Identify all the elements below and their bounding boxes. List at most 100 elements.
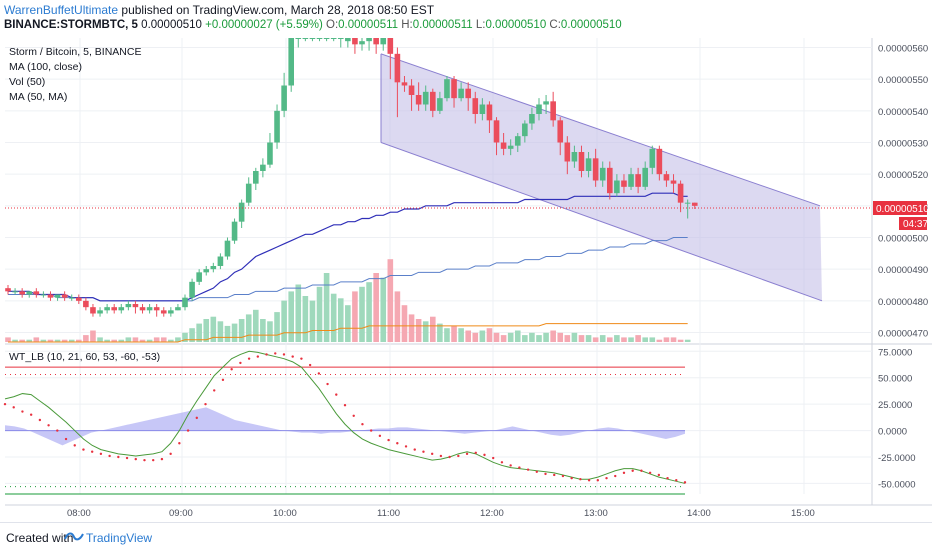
candle-body (614, 180, 620, 194)
tradingview-logo-icon (64, 532, 84, 541)
osc-signal-dot (683, 481, 687, 484)
candle-body (146, 307, 153, 311)
candle-body (522, 123, 528, 137)
osc-signal-dot (675, 479, 678, 482)
candle-body (479, 104, 486, 114)
volume-bar (146, 339, 153, 342)
osc-signal-dot (535, 470, 538, 473)
candle-body (40, 294, 47, 296)
candle-body (451, 79, 457, 99)
tradingview-link[interactable]: TradingView (86, 531, 153, 545)
osc-signal-dot (579, 478, 582, 481)
price-chart[interactable]: 0.00000560 0.00000550 0.00000540 0.00000530… (0, 0, 932, 522)
candle-body (359, 41, 365, 45)
osc-signal-dot (387, 438, 390, 442)
price-tick-label: 0.00000530 (878, 139, 928, 150)
volume-bar (153, 337, 160, 342)
candle-body (274, 110, 280, 143)
osc-tick-label: 0.0000 (878, 427, 907, 438)
volume-bar (677, 339, 684, 342)
candle-body (189, 281, 195, 298)
candle-body (316, 38, 323, 39)
candle-body (267, 142, 273, 165)
candle-body (288, 38, 294, 86)
time-tick-label: 10:00 (273, 508, 297, 519)
candle-body (345, 38, 351, 42)
candle-body (323, 38, 330, 39)
candle-body (76, 297, 82, 301)
candle-body (430, 91, 436, 111)
legend-oscillator: WT_LB (10, 21, 60, 53, -60, -53) (9, 351, 160, 363)
candle-body (500, 142, 507, 149)
candle-body (387, 38, 394, 54)
candle-body (472, 98, 479, 114)
volume-bar (592, 337, 599, 342)
time-tick-label: 11:00 (377, 508, 400, 519)
volume-bar (40, 339, 47, 342)
volume-bar (607, 337, 613, 342)
osc-tick-label: -25.0000 (878, 453, 916, 464)
candle-body (281, 85, 287, 111)
osc-signal-dot (622, 471, 626, 475)
osc-signal-dot (29, 413, 33, 416)
osc-signal-dot (195, 416, 198, 420)
osc-signal-dot (492, 456, 495, 460)
osc-tick-label: 25.0000 (878, 400, 912, 411)
volume-bar (288, 291, 294, 342)
candle-body (203, 269, 210, 273)
candle-body (83, 300, 89, 308)
legend-ma100: MA (100, close) (9, 61, 82, 73)
candle-body (90, 307, 96, 314)
osc-signal-dot (143, 458, 146, 462)
osc-signal-dot (553, 473, 556, 477)
volume-bar (599, 335, 606, 342)
volume-bar (507, 332, 514, 342)
volume-bar (366, 282, 372, 342)
osc-signal-dot (570, 476, 573, 480)
volume-bar (401, 305, 408, 342)
candle-body (118, 307, 125, 311)
volume-bar (422, 321, 429, 342)
osc-signal-dot (291, 355, 294, 358)
volume-bar (564, 335, 571, 342)
volume-bar (656, 339, 663, 342)
candle-body (373, 38, 379, 45)
osc-signal-dot (99, 452, 103, 456)
osc-signal-dot (404, 445, 408, 448)
candle-body (104, 307, 110, 311)
osc-signal-dot (169, 452, 172, 456)
osc-signal-dot (396, 442, 399, 445)
time-tick-label: 09:00 (169, 508, 193, 519)
volume-bar (444, 328, 450, 342)
candle-body (19, 291, 25, 295)
osc-signal-dot (483, 453, 486, 457)
volume-bar (394, 291, 401, 342)
channel-lower-line (380, 142, 823, 302)
candle-body (68, 297, 75, 299)
osc-signal-dot (265, 353, 268, 356)
time-tag-text: 04:37 (903, 219, 928, 230)
osc-signal-dot (448, 455, 451, 459)
candle-body (691, 202, 698, 206)
volume-bar (83, 335, 89, 342)
candle-body (12, 291, 18, 293)
osc-signal-dot (596, 479, 600, 482)
volume-bar (90, 330, 96, 342)
candle-body (380, 38, 387, 45)
volume-bar (486, 328, 493, 342)
candle-body (196, 272, 202, 282)
osc-signal-dot (230, 368, 233, 371)
candle-body (394, 53, 401, 83)
volume-bar (139, 339, 146, 342)
candle-body (26, 291, 33, 295)
osc-signal-dot (64, 437, 68, 441)
volume-bar (104, 339, 110, 342)
volume-bar (465, 330, 471, 342)
osc-signal-dot (239, 361, 242, 365)
candle-body (578, 152, 585, 171)
price-tick-label: 0.00000550 (878, 75, 928, 86)
osc-signal-dot (317, 372, 321, 375)
candle-body (663, 174, 670, 181)
osc-signal-dot (422, 450, 425, 453)
author-link[interactable]: WarrenBuffetUltimate (4, 3, 119, 17)
